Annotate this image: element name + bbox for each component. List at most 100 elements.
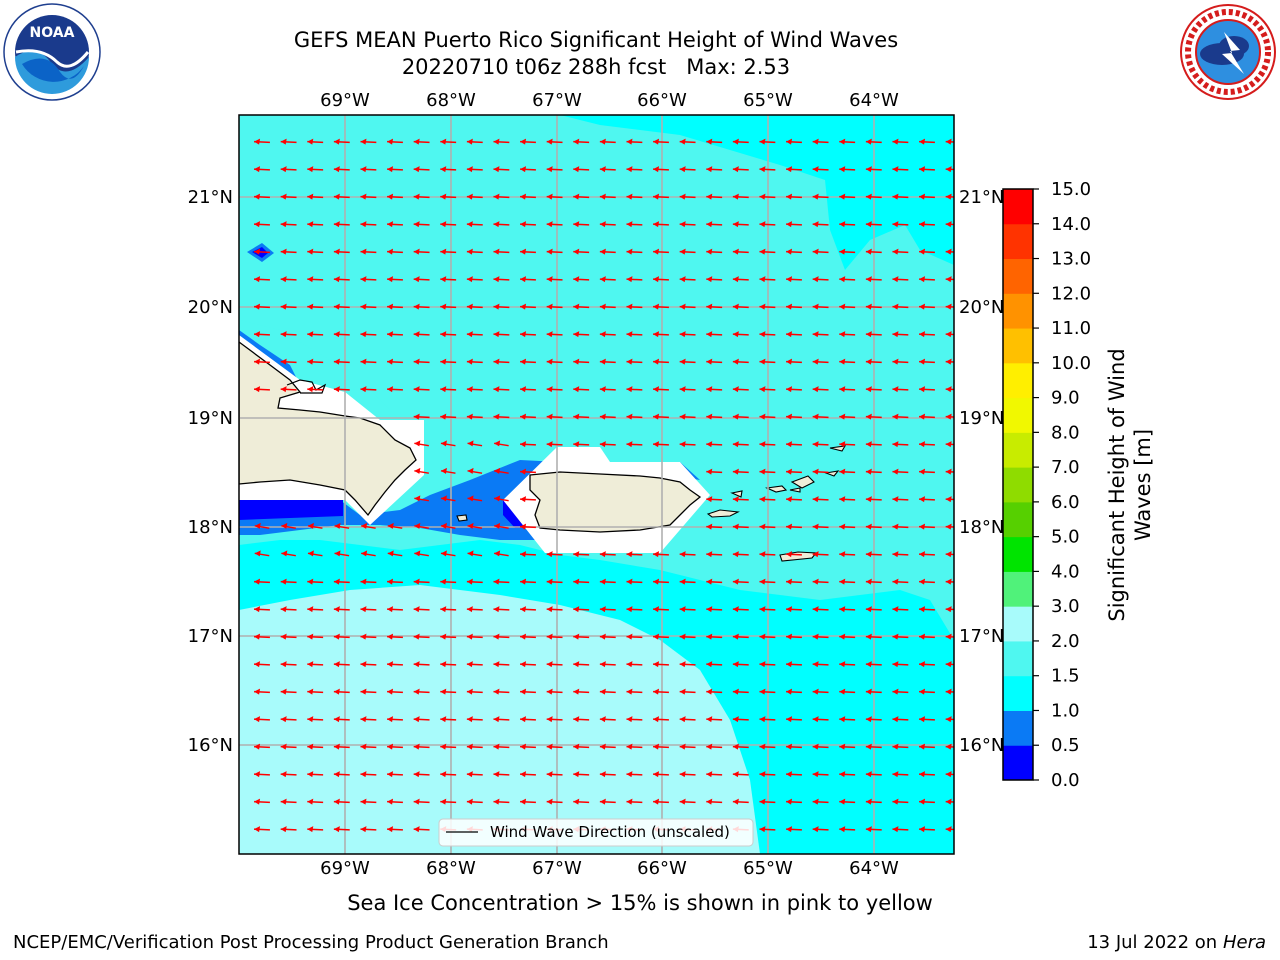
- wave-direction-arrow: [573, 221, 590, 228]
- wave-direction-arrow: [254, 221, 270, 228]
- wave-direction-arrow: [254, 166, 270, 173]
- wave-direction-arrow: [360, 606, 377, 613]
- wave-direction-arrow: [307, 826, 324, 833]
- wave-direction-arrow: [706, 386, 723, 393]
- wave-direction-arrow: [706, 276, 723, 283]
- wave-direction-arrow: [679, 166, 696, 173]
- wave-direction-arrow: [466, 578, 483, 585]
- wave-direction-arrow: [413, 661, 430, 668]
- wave-direction-arrow: [520, 303, 536, 310]
- wave-direction-arrow: [786, 551, 802, 558]
- wave-direction-arrow: [254, 138, 270, 145]
- wave-direction-arrow: [333, 743, 350, 750]
- wave-direction-arrow: [493, 248, 510, 255]
- colorbar-tick-label: 1.5: [1051, 666, 1080, 687]
- wave-direction-arrow: [812, 743, 829, 750]
- lat-tick-left: 21°N: [188, 187, 233, 208]
- wave-direction-arrow: [413, 166, 430, 173]
- wave-direction-arrow: [732, 386, 749, 393]
- wave-direction-arrow: [626, 276, 643, 283]
- wave-direction-arrow: [706, 358, 723, 365]
- wave-direction-arrow: [653, 386, 669, 393]
- wave-direction-arrow: [706, 716, 723, 723]
- wave-direction-arrow: [467, 495, 483, 502]
- colorbar-swatch: [1003, 189, 1033, 225]
- wave-direction-arrow: [466, 331, 483, 338]
- wave-direction-arrow: [626, 221, 643, 228]
- wave-direction-arrow: [919, 606, 935, 613]
- wave-direction-arrow: [413, 276, 430, 283]
- wave-direction-arrow: [440, 550, 456, 557]
- wave-direction-arrow: [892, 248, 909, 255]
- wave-direction-arrow: [706, 468, 723, 475]
- wave-direction-arrow: [440, 633, 457, 640]
- wave-direction-arrow: [573, 661, 590, 668]
- wave-direction-arrow: [759, 826, 776, 833]
- wave-direction-arrow: [865, 276, 882, 283]
- wave-direction-arrow: [413, 826, 430, 833]
- wave-direction-arrow: [280, 771, 297, 778]
- wave-direction-arrow: [919, 303, 935, 310]
- wave-direction-arrow: [786, 798, 802, 805]
- wave-direction-arrow: [919, 661, 935, 668]
- wave-direction-arrow: [466, 303, 483, 310]
- wave-direction-arrow: [440, 716, 457, 723]
- colorbar-swatch: [1003, 293, 1033, 329]
- wave-direction-arrow: [892, 798, 909, 805]
- wave-direction-arrow: [493, 771, 510, 778]
- wave-direction-arrow: [414, 440, 429, 447]
- wave-direction-arrow: [440, 743, 457, 750]
- wave-direction-arrow: [732, 358, 749, 365]
- wave-direction-arrow: [440, 522, 456, 529]
- wave-direction-arrow: [679, 193, 696, 200]
- wave-direction-arrow: [546, 633, 563, 640]
- wave-direction-arrow: [839, 386, 856, 393]
- wave-direction-arrow: [759, 661, 776, 668]
- wave-direction-arrow: [626, 166, 643, 173]
- wave-direction-arrow: [414, 522, 429, 529]
- wave-direction-arrow: [732, 523, 749, 530]
- wave-direction-arrow: [493, 303, 510, 310]
- wave-direction-arrow: [493, 331, 510, 338]
- wave-direction-arrow: [387, 716, 403, 723]
- wave-direction-arrow: [679, 771, 696, 778]
- wave-direction-arrow: [493, 716, 510, 723]
- wave-direction-arrow: [307, 331, 324, 338]
- wave-direction-arrow: [281, 522, 296, 529]
- wave-direction-arrow: [839, 276, 856, 283]
- wave-direction-arrow: [307, 221, 324, 228]
- lon-tick-top: 67°W: [532, 90, 582, 111]
- wave-direction-arrow: [653, 578, 669, 585]
- lat-tick-right: 17°N: [959, 626, 1004, 647]
- wave-direction-arrow: [679, 413, 696, 420]
- wave-direction-arrow: [520, 386, 536, 393]
- wave-direction-arrow: [679, 441, 696, 448]
- wave-direction-arrow: [520, 523, 536, 530]
- wave-direction-arrow: [440, 166, 457, 173]
- wave-direction-arrow: [307, 661, 324, 668]
- colorbar-tick-label: 14.0: [1051, 214, 1091, 235]
- wave-direction-arrow: [892, 606, 909, 613]
- lat-tick-left: 19°N: [188, 408, 233, 429]
- wave-direction-arrow: [786, 468, 802, 475]
- wave-direction-arrow: [254, 248, 270, 255]
- wave-direction-arrow: [599, 138, 616, 145]
- wave-direction-arrow: [599, 798, 616, 805]
- lat-ticks-right: 21°N 20°N 19°N 18°N 17°N 16°N: [959, 187, 1004, 756]
- colorbar-tick-label: 13.0: [1051, 249, 1091, 270]
- wave-direction-arrow: [919, 551, 935, 558]
- footer-date-text: 13 Jul 2022 on: [1087, 932, 1218, 953]
- wave-direction-arrow: [679, 138, 696, 145]
- wave-direction-arrow: [892, 633, 909, 640]
- lon-tick-top: 64°W: [849, 90, 899, 111]
- wave-direction-arrow: [706, 771, 723, 778]
- wave-direction-arrow: [280, 331, 297, 338]
- wave-direction-arrow: [573, 771, 590, 778]
- wave-direction-arrow: [653, 221, 669, 228]
- colorbar-tick-label: 10.0: [1051, 353, 1091, 374]
- wave-direction-arrow: [360, 798, 377, 805]
- wave-direction-arrow: [599, 248, 616, 255]
- wave-direction-arrow: [440, 440, 456, 447]
- wave-direction-arrow: [679, 661, 696, 668]
- wave-direction-arrow: [307, 358, 324, 365]
